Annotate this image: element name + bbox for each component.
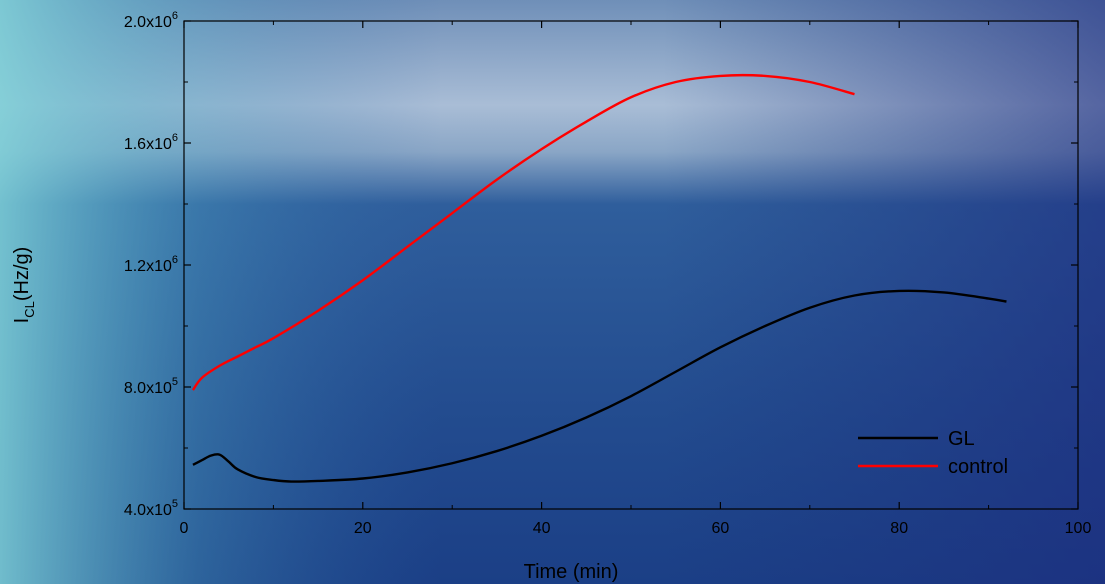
- x-tick-label: 60: [712, 520, 730, 537]
- y-tick-label: 4.0x105: [124, 498, 178, 519]
- y-tick-label: 1.2x106: [124, 254, 178, 275]
- y-tick-label: 1.6x106: [124, 132, 178, 153]
- x-axis-title: Time (min): [524, 561, 619, 583]
- legend-label-gl: GL: [948, 428, 975, 450]
- x-tick-label: 40: [533, 520, 551, 537]
- series-line-control: [191, 73, 855, 391]
- x-tick-label: 0: [180, 520, 189, 537]
- series-layer: [191, 73, 1007, 483]
- series-line-gl: [192, 289, 1007, 483]
- legend-label-control: control: [948, 456, 1008, 478]
- y-tick-label: 8.0x105: [124, 376, 178, 397]
- x-tick-label: 20: [354, 520, 372, 537]
- y-tick-label: 2.0x106: [124, 10, 178, 31]
- axes-layer: 0 20 40 60 80 100 4.0x105 8.0x105 1.2x106 1.6x106…: [11, 10, 1091, 583]
- y-axis-title: ICL(Hz/g): [11, 247, 37, 324]
- x-tick-label: 100: [1065, 520, 1092, 537]
- x-tick-label: 80: [890, 520, 908, 537]
- legend: GL control: [858, 428, 1008, 478]
